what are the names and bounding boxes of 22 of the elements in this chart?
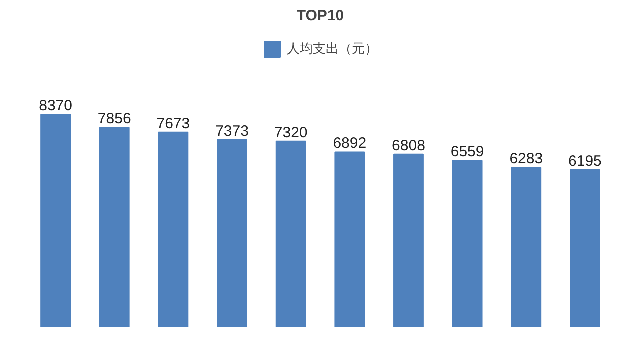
data-label: 6283	[510, 150, 544, 168]
legend-label: 人均支出（元）	[287, 41, 378, 58]
data-label: 6892	[333, 135, 367, 152]
bar	[334, 152, 366, 328]
bar	[452, 160, 483, 328]
data-label: 7673	[156, 115, 190, 132]
bar	[158, 132, 189, 328]
data-label: 8370	[39, 98, 72, 115]
bar	[99, 127, 130, 328]
bar	[394, 154, 424, 328]
bar	[276, 140, 306, 328]
data-label: 6808	[392, 137, 426, 154]
bar	[217, 140, 248, 328]
data-label: 7856	[98, 110, 132, 128]
bar	[570, 169, 600, 328]
data-label: 7373	[216, 123, 249, 140]
data-label: 6559	[450, 144, 484, 161]
bar	[511, 167, 542, 328]
data-label: 6195	[568, 152, 602, 170]
data-label: 7320	[274, 124, 308, 142]
chart-title: TOP10	[296, 8, 344, 24]
bar	[40, 114, 71, 328]
